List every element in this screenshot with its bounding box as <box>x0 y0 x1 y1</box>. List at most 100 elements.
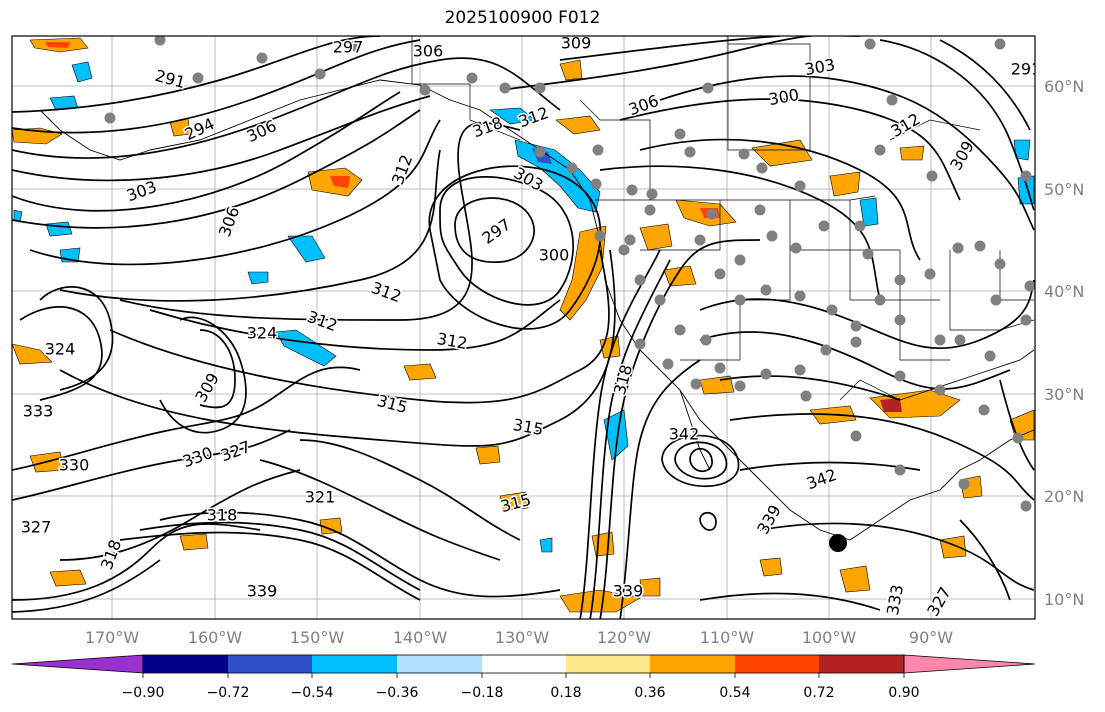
station-dot <box>734 380 746 392</box>
station-dot <box>894 274 906 286</box>
lat-tick-label: 50°N <box>1044 180 1084 199</box>
station-dot <box>690 378 702 390</box>
contour-label: 309 <box>561 34 592 53</box>
colorbar-swatch <box>11 654 144 674</box>
station-dot <box>104 112 116 124</box>
station-dot <box>952 242 964 254</box>
station-dot <box>978 404 990 416</box>
station-dot <box>734 294 746 306</box>
lat-tick-label: 60°N <box>1044 77 1084 96</box>
colorbar-tick-label: −0.72 <box>207 685 250 701</box>
station-dot <box>466 72 478 84</box>
station-dot <box>644 204 656 216</box>
station-dot <box>954 334 966 346</box>
contour-label: 324 <box>45 340 76 359</box>
colorbar-tick-label: −0.36 <box>376 685 419 701</box>
lat-tick-label: 40°N <box>1044 282 1084 301</box>
station-dot <box>886 94 898 106</box>
station-dot <box>826 304 838 316</box>
contour-label: 291 <box>153 66 187 92</box>
station-dot <box>794 180 806 192</box>
tropical-cyclone-marker <box>829 534 847 552</box>
station-dot <box>894 464 906 476</box>
station-dot <box>738 148 750 160</box>
station-dot <box>994 258 1006 270</box>
map-frame <box>11 35 1036 620</box>
station-dot <box>800 390 812 402</box>
station-dot <box>850 430 862 442</box>
colorbar-tick-label: −0.90 <box>122 685 165 701</box>
station-dot <box>820 344 832 356</box>
lon-tick-label: 120°W <box>597 628 652 647</box>
station-dot <box>984 350 996 362</box>
colorbar-swatch <box>228 655 312 673</box>
contour-label: 324 <box>247 324 278 343</box>
station-dot <box>958 478 970 490</box>
station-dot <box>874 144 886 156</box>
colorbar-frame <box>142 654 905 674</box>
station-dot <box>624 234 636 246</box>
contour-label: 342 <box>669 425 700 444</box>
colorbar-tick-label: −0.18 <box>461 685 504 701</box>
longitude-tick-labels: 170°W 160°W 150°W 140°W 130°W 120°W 110°W 100°W… <box>85 628 953 647</box>
station-dot <box>926 170 938 182</box>
station-dot <box>706 208 718 220</box>
colorbar-swatch <box>482 655 566 673</box>
station-dot <box>694 234 706 246</box>
station-dot <box>634 274 646 286</box>
station-dot <box>994 38 1006 50</box>
contour-label: 300 <box>539 246 570 265</box>
colorbar-swatch <box>312 655 397 673</box>
station-dot <box>818 220 830 232</box>
colorbar-swatch <box>903 654 1036 674</box>
contour-label: 318 <box>207 506 238 525</box>
station-dot <box>794 364 806 376</box>
station-dot <box>674 128 686 140</box>
station-dot <box>534 146 546 158</box>
station-dot <box>566 162 578 174</box>
lat-tick-label: 10°N <box>1044 590 1084 609</box>
station-dot <box>794 290 806 302</box>
lon-tick-label: 110°W <box>700 628 755 647</box>
colorbar-swatch <box>566 655 650 673</box>
station-dot <box>1020 314 1032 326</box>
map-title: 2025100900 F012 <box>444 8 601 28</box>
station-dot <box>349 40 361 52</box>
station-dot <box>590 178 602 190</box>
station-dot <box>934 384 946 396</box>
contour-label: 321 <box>305 488 336 507</box>
station-dot <box>1020 500 1032 512</box>
colorbar-swatch <box>397 655 482 673</box>
colorbar-tick-label: 0.90 <box>888 685 919 701</box>
station-dot <box>924 268 936 280</box>
station-dot <box>714 268 726 280</box>
lon-tick-label: 140°W <box>393 628 448 647</box>
station-dot <box>850 336 862 348</box>
station-dot <box>1012 432 1024 444</box>
station-dot <box>154 36 166 46</box>
station-dot <box>618 244 630 256</box>
lat-tick-label: 20°N <box>1044 487 1084 506</box>
lon-tick-label: 160°W <box>188 628 243 647</box>
contour-label: 339 <box>613 582 644 601</box>
colorbar-tick-labels: −0.90 −0.72 −0.54 −0.36 −0.18 0.18 0.36 0.54 0.7… <box>122 673 920 701</box>
colorbar-swatch <box>735 655 819 673</box>
contour-label: 330 <box>59 456 90 475</box>
station-dot <box>862 248 874 260</box>
station-dot <box>756 162 768 174</box>
colorbar-tick-label: 0.18 <box>550 685 581 701</box>
station-dot <box>702 82 714 94</box>
station-dot <box>646 188 658 200</box>
station-dot <box>192 72 204 84</box>
station-dot <box>700 334 712 346</box>
contour-label: 339 <box>247 582 278 601</box>
contour-label: 306 <box>413 42 444 61</box>
latitude-tick-labels: 60°N 50°N 40°N 30°N 20°N 10°N <box>1044 77 1084 609</box>
station-dot <box>864 38 876 50</box>
station-dot <box>766 230 778 242</box>
station-dot <box>654 294 666 306</box>
station-dot <box>974 240 986 252</box>
station-dot <box>499 82 511 94</box>
theta-contours <box>12 36 1035 619</box>
